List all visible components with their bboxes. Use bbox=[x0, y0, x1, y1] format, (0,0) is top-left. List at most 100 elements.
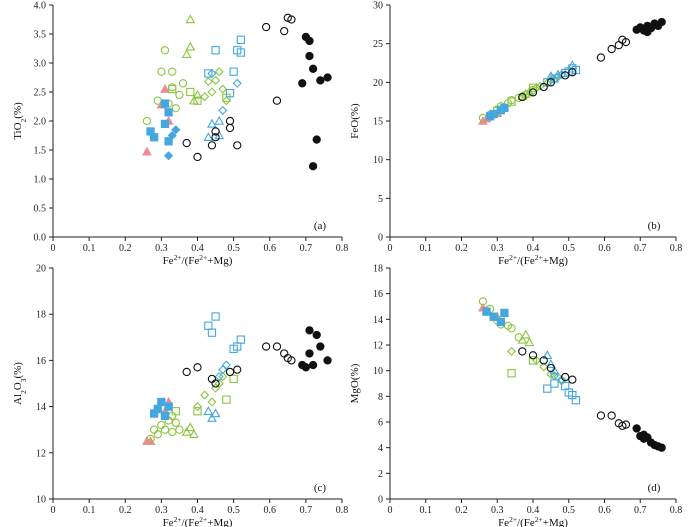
data-point bbox=[298, 79, 307, 88]
data-point bbox=[160, 411, 170, 420]
x-axis-label: Fe2+/(Fe2++Mg) bbox=[163, 253, 233, 268]
x-tick-label: 0.1 bbox=[83, 243, 96, 254]
y-tick-label: 14 bbox=[373, 315, 383, 326]
data-point bbox=[171, 125, 181, 135]
y-tick-label: 0 bbox=[378, 495, 383, 506]
data-point bbox=[203, 132, 214, 141]
data-point bbox=[301, 363, 311, 372]
x-tick-label: 0.4 bbox=[191, 243, 204, 254]
panel-label: (b) bbox=[648, 220, 661, 232]
data-point bbox=[657, 17, 666, 27]
series-blue-square-filled bbox=[482, 307, 509, 327]
data-point bbox=[546, 363, 556, 373]
data-point bbox=[200, 92, 210, 102]
x-tick-label: 0.3 bbox=[491, 505, 504, 516]
panel-d: 0 0.1 0.2 0.3 0.4 0.5 0.6 0.7 0.8 0 2 4 6 8 10 12 14 16 18… bbox=[349, 264, 682, 527]
y-tick-label: 30 bbox=[373, 1, 383, 12]
data-point bbox=[557, 70, 567, 80]
data-point bbox=[507, 324, 516, 333]
data-point bbox=[287, 15, 296, 24]
x-axis-label: Fe2+/(Fe2++Mg) bbox=[163, 515, 233, 527]
data-point bbox=[186, 87, 195, 97]
y-tick-label: 12 bbox=[36, 448, 46, 459]
x-tick-label: 0.5 bbox=[563, 243, 576, 254]
data-point bbox=[489, 312, 498, 321]
data-point bbox=[182, 138, 191, 148]
data-point bbox=[192, 402, 203, 412]
x-tick-label: 0.4 bbox=[527, 243, 540, 254]
data-point bbox=[181, 426, 192, 436]
x-tick-label: 0.6 bbox=[264, 505, 277, 516]
y-tick-label: 0.0 bbox=[34, 233, 47, 244]
data-point bbox=[207, 118, 217, 128]
data-point bbox=[204, 69, 213, 78]
data-point bbox=[168, 427, 177, 437]
data-point bbox=[153, 96, 162, 105]
y-tick-label: 10 bbox=[36, 495, 46, 506]
series-blue-square-open bbox=[543, 379, 581, 405]
series-blue-triangle-open bbox=[203, 406, 221, 422]
y-tick-label: 14 bbox=[36, 402, 46, 413]
data-point bbox=[316, 342, 325, 351]
x-tick-label: 0.6 bbox=[598, 243, 611, 254]
y-tick-label: 1.5 bbox=[34, 146, 47, 157]
data-point bbox=[524, 337, 535, 347]
data-point bbox=[500, 103, 509, 113]
data-point bbox=[312, 330, 321, 340]
data-point bbox=[207, 141, 217, 150]
data-point bbox=[287, 356, 296, 365]
data-point bbox=[218, 84, 228, 94]
data-point bbox=[168, 67, 177, 76]
series-green-square bbox=[507, 356, 538, 378]
data-point bbox=[571, 396, 581, 405]
x-tick-label: 0.7 bbox=[300, 505, 313, 516]
data-point bbox=[225, 367, 235, 377]
y-tick-label: 16 bbox=[373, 289, 383, 300]
data-point bbox=[549, 371, 560, 381]
series-black-circle-open bbox=[518, 347, 631, 430]
data-point bbox=[149, 425, 159, 434]
data-point bbox=[561, 71, 570, 80]
y-tick-label: 2.5 bbox=[34, 88, 47, 99]
x-tick-label: 0.3 bbox=[491, 243, 504, 254]
data-point bbox=[203, 77, 213, 87]
data-point bbox=[225, 123, 235, 133]
data-point bbox=[222, 395, 231, 404]
data-point bbox=[211, 75, 221, 85]
data-point bbox=[621, 37, 631, 47]
data-point bbox=[211, 133, 220, 142]
x-tick-label: 0 bbox=[388, 505, 393, 516]
data-point bbox=[545, 359, 556, 368]
series-green-diamond bbox=[192, 372, 228, 412]
data-point bbox=[233, 141, 242, 150]
data-point bbox=[171, 104, 180, 113]
data-point bbox=[518, 347, 527, 356]
data-point bbox=[157, 420, 166, 430]
data-point bbox=[160, 425, 170, 434]
x-tick-label: 0.3 bbox=[155, 505, 168, 516]
data-point bbox=[167, 130, 177, 141]
data-point bbox=[280, 26, 289, 36]
y-tick-label: 6 bbox=[378, 418, 383, 429]
data-point bbox=[214, 115, 225, 125]
data-point bbox=[200, 390, 210, 400]
y-tick-label: 2.0 bbox=[34, 117, 47, 128]
x-tick-label: 0.2 bbox=[119, 505, 132, 516]
x-tick-label: 0 bbox=[388, 243, 393, 254]
x-axis-label: Fe2+/(Fe2++Mg) bbox=[498, 253, 568, 268]
y-tick-label: 10 bbox=[373, 366, 383, 377]
series-green-triangle bbox=[181, 14, 203, 105]
data-point bbox=[207, 328, 217, 337]
data-point bbox=[185, 422, 196, 432]
data-point bbox=[236, 48, 245, 57]
data-point bbox=[218, 106, 228, 116]
data-point bbox=[214, 378, 224, 389]
data-point bbox=[316, 76, 325, 85]
data-point bbox=[478, 297, 488, 306]
x-axis-label: Fe2+/(Fe2++Mg) bbox=[498, 515, 568, 527]
data-point bbox=[233, 365, 242, 374]
data-point bbox=[568, 68, 577, 77]
data-point bbox=[323, 356, 332, 365]
panel-label: (a) bbox=[314, 220, 327, 232]
data-point bbox=[482, 307, 491, 316]
